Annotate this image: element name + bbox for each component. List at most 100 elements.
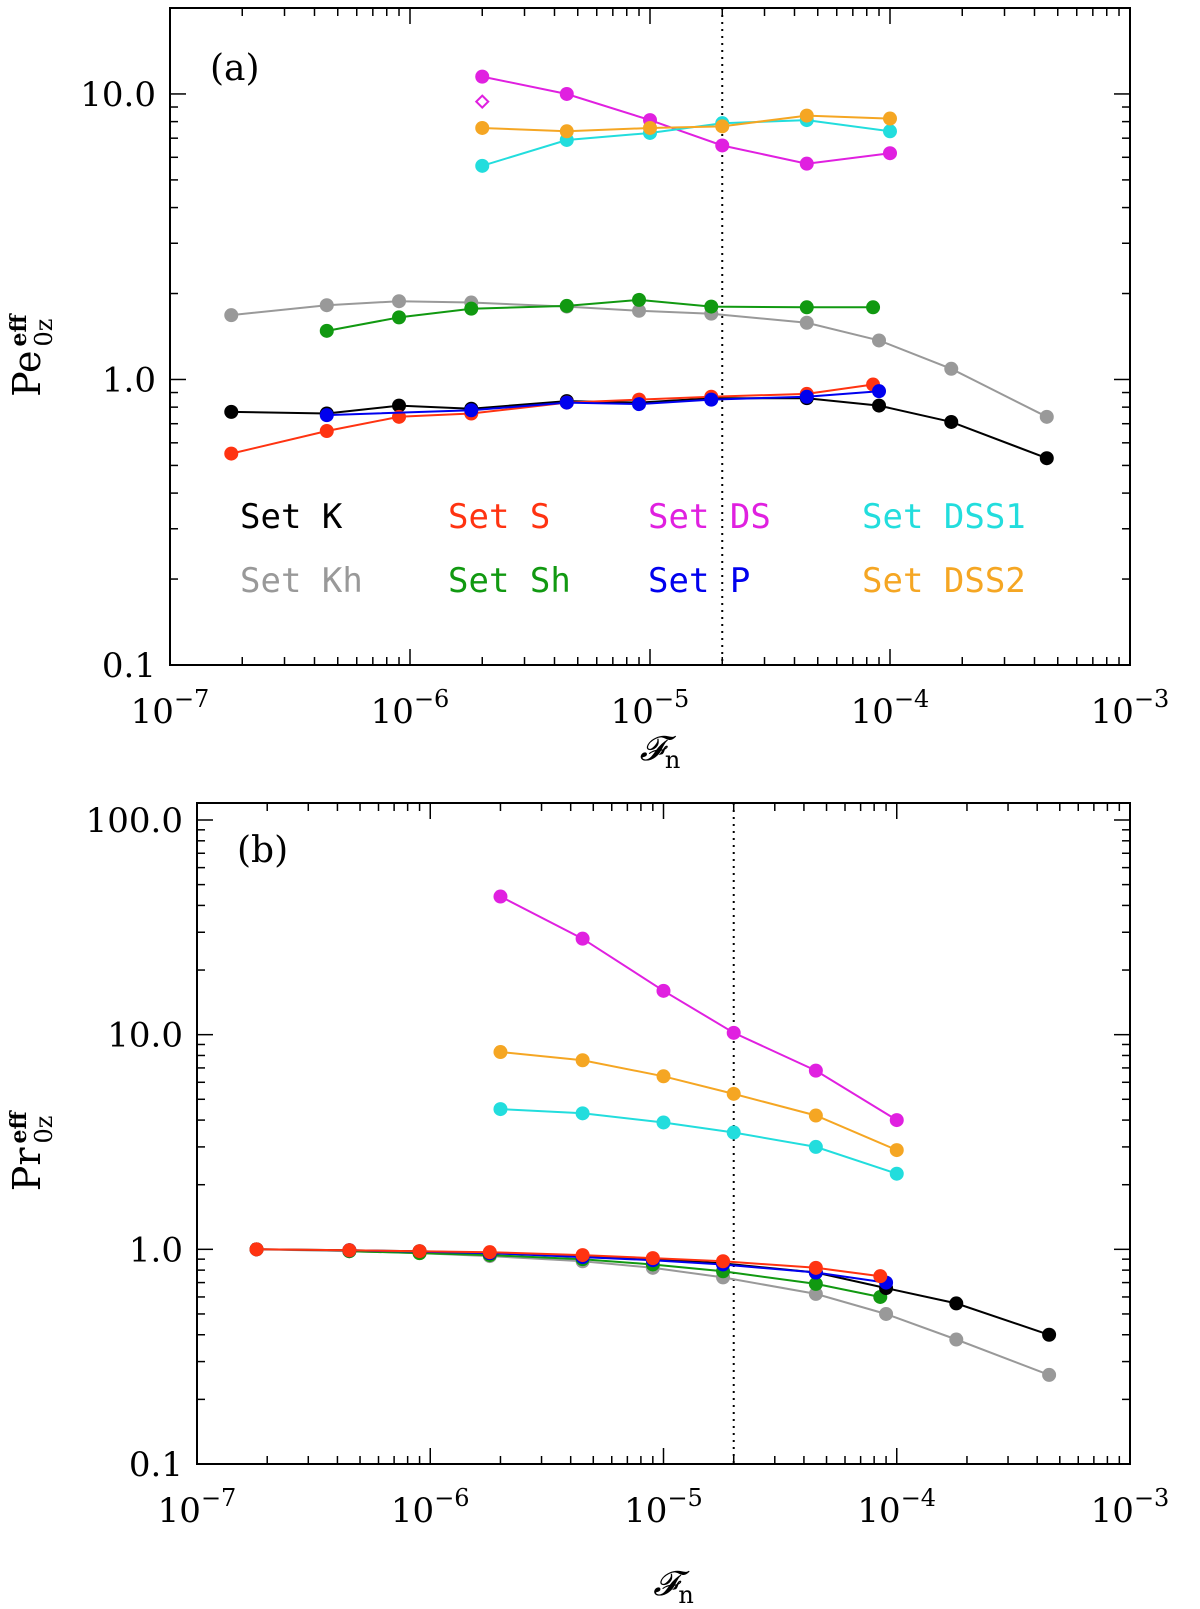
data-point-set-dss2 (475, 120, 490, 135)
legend-entry: Set Sh (448, 561, 571, 601)
data-point-set-dss2 (726, 1086, 741, 1101)
data-point-set-p (632, 397, 647, 412)
series-set-dss1 (493, 1102, 904, 1181)
x-tick-label: 10−5 (624, 1484, 703, 1531)
data-point-set-dss1 (808, 1139, 823, 1154)
data-point-set-dss2 (799, 108, 814, 123)
x-tick-label: 10−3 (1091, 685, 1170, 732)
data-point-set-dss1 (883, 124, 897, 139)
x-axis-label: 𝓕n (653, 1564, 694, 1605)
series-set-dss2 (493, 1045, 904, 1158)
data-point-set-k (224, 404, 239, 419)
data-point-set-sh (464, 301, 479, 316)
data-point-set-ds (656, 983, 671, 998)
data-point-set-dss2 (656, 1069, 671, 1084)
series-set-s (249, 1242, 888, 1284)
x-tick-label: 10−4 (857, 1484, 936, 1531)
svg-text:eff: eff (6, 313, 32, 347)
data-point-set-k (944, 414, 959, 429)
data-point-set-dss1 (475, 158, 490, 173)
data-point-set-sh (559, 298, 574, 313)
data-point-set-p (559, 395, 574, 410)
data-point-set-s (412, 1244, 427, 1259)
data-point-set-ds (475, 69, 490, 84)
data-point-set-dss2 (643, 120, 657, 135)
data-point-set-kh (632, 303, 647, 318)
data-point-set-sh (704, 299, 719, 314)
series-line-set-dss2 (500, 1051, 898, 1152)
series-line-set-sh (326, 298, 874, 332)
series-line-set-ds (500, 895, 898, 1121)
data-point-set-kh (392, 294, 407, 309)
legend: Set K Set S Set DS Set DSS1 Set Kh Set Sh Set … (240, 497, 1026, 601)
data-point-set-kh (319, 298, 334, 313)
data-point-set-kh (1042, 1367, 1057, 1382)
x-tick-label: 10−5 (611, 685, 690, 732)
data-point-set-s (716, 1254, 731, 1269)
data-point-set-ds (808, 1063, 823, 1078)
y-tick-label: 1.0 (102, 360, 156, 400)
y-tick-label: 100.0 (86, 801, 183, 841)
data-point-set-kh (224, 308, 239, 323)
y-tick-label: 10.0 (80, 75, 156, 115)
legend-entry: Set K (240, 497, 343, 537)
data-point-set-s (575, 1248, 590, 1263)
series-set-sh (319, 292, 881, 338)
x-tick-label: 10−3 (1091, 1484, 1170, 1531)
data-point-set-ds (889, 1113, 904, 1128)
data-point-set-kh (949, 1332, 964, 1347)
data-point-set-s (249, 1242, 264, 1257)
data-point-set-dss2 (559, 124, 574, 139)
legend-entry: Set Kh (240, 561, 363, 601)
data-point-set-dss2 (715, 119, 730, 134)
data-point-set-kh (872, 333, 887, 348)
panel-b: 10−7 10−6 10−5 10−4 10−3 0.1 1.0 10.0 100.0 (b) 𝓕n… (5, 801, 1170, 1609)
panel-label: (b) (237, 830, 288, 871)
legend-entry: Set DSS1 (862, 497, 1026, 537)
tick-marks (196, 803, 1131, 1465)
data-point-set-ds (726, 1025, 741, 1040)
legend-entry: Set DSS2 (862, 561, 1026, 601)
data-point-set-s (482, 1245, 497, 1260)
series-set-dss1 (475, 113, 897, 173)
data-point-set-s (224, 446, 239, 461)
y-tick-label: 0.1 (102, 646, 156, 686)
series-line-set-dss1 (500, 1108, 898, 1175)
svg-text:Pr: Pr (5, 1147, 49, 1192)
legend-entry: Set S (448, 497, 550, 537)
data-point-set-sh (808, 1276, 823, 1291)
data-point-set-ds (715, 138, 730, 153)
data-point-set-p (319, 408, 334, 423)
data-point-set-sh (319, 323, 334, 338)
series-line-set-sh (349, 1250, 881, 1298)
data-point-set-ds (575, 931, 590, 946)
x-axis-label: 𝓕n (640, 729, 681, 774)
svg-text:0z: 0z (30, 1116, 58, 1144)
data-point-set-ds (799, 156, 814, 171)
y-tick-label: 10.0 (107, 1016, 183, 1056)
data-point-set-s (342, 1243, 357, 1258)
data-point-set-dss1 (656, 1115, 671, 1130)
open-diamond-point (474, 94, 490, 110)
tick-marks (169, 7, 1131, 666)
x-tick-label: 10−7 (131, 685, 210, 732)
data-point-set-ds (493, 889, 508, 904)
data-point-set-kh (879, 1306, 894, 1321)
data-point-set-kh (1039, 409, 1054, 424)
y-tick-label: 1.0 (129, 1230, 183, 1270)
data-point-set-k (392, 398, 407, 413)
panel-label: (a) (210, 48, 260, 89)
x-tick-label: 10−4 (851, 685, 930, 732)
data-point-set-dss1 (493, 1102, 508, 1117)
legend-entry: Set P (648, 561, 750, 601)
data-point-set-k (949, 1296, 964, 1311)
data-point-set-k (1042, 1327, 1057, 1342)
data-point-set-dss2 (575, 1053, 590, 1068)
data-point-set-ds (559, 86, 574, 101)
data-point-set-p (704, 392, 719, 407)
svg-text:Pe: Pe (5, 351, 49, 397)
y-tick-label: 0.1 (129, 1445, 183, 1485)
